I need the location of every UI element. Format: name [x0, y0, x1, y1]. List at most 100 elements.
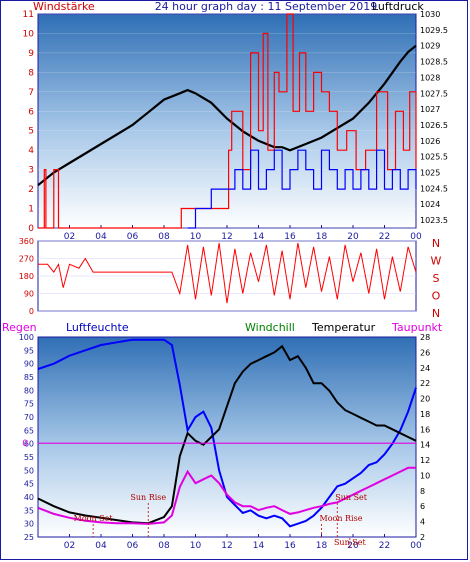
top-left-tick: 11 [23, 10, 34, 20]
top-right-tick: 1026.5 [420, 121, 448, 130]
top-x-tick: 12 [221, 232, 232, 242]
mid-compass-label: N [432, 237, 440, 250]
top-right-tick: 1027.5 [420, 89, 448, 98]
top-plot-area [37, 13, 417, 229]
top-left-tick: 4 [28, 146, 34, 156]
bottom-left-tick: 25 [24, 533, 34, 542]
bottom-left-tick: 95 [24, 346, 34, 355]
bottom-left-tick: 40 [24, 493, 34, 502]
bottom-left-tick: 35 [24, 506, 34, 515]
bottom-right-tick: 26 [420, 348, 430, 357]
bottom-right-tick: 14 [420, 441, 430, 450]
top-left-tick: 0 [28, 224, 34, 234]
bottom-x-tick: 08 [158, 541, 170, 551]
top-series-wind-mean [187, 149, 417, 229]
mid-left-tick: 180 [19, 272, 34, 281]
bottom-right-tick: 6 [420, 502, 425, 511]
top-left-tick: 9 [28, 49, 34, 59]
regen-zero-label: 0 [22, 439, 28, 449]
top-right-tick: 1026 [420, 137, 440, 146]
top-right-tick: 1025.5 [420, 153, 448, 162]
bottom-left-tick: 80 [24, 386, 34, 395]
top-right-tick: 1027 [420, 105, 440, 114]
bottom-left-tick: 30 [24, 520, 34, 529]
mid-compass-label: S [433, 272, 440, 285]
mid-compass-label: W [431, 255, 442, 268]
bottom-left-tick: 75 [24, 400, 34, 409]
bottom-x-tick: 14 [253, 541, 265, 551]
bottom-right-tick: 18 [420, 410, 430, 419]
top-x-tick: 20 [347, 232, 359, 242]
top-right-tick: 1024.5 [420, 184, 448, 193]
windchill-label: Windchill [245, 321, 295, 334]
bottom-right-tick: 4 [420, 518, 425, 527]
mid-left-tick: 90 [24, 290, 34, 299]
taupunkt-label: Taupunkt [391, 321, 443, 334]
top-left-tick: 1 [28, 205, 34, 215]
bottom-right-tick: 10 [420, 471, 430, 480]
top-left-tick: 7 [28, 88, 34, 98]
bottom-left-tick: 70 [24, 413, 34, 422]
bottom-right-tick: 2 [420, 533, 425, 542]
event-annotation: Sun Rise [130, 493, 166, 502]
top-left-tick: 3 [28, 166, 34, 176]
top-right-tick: 1028 [420, 73, 440, 82]
bottom-x-tick: 22 [379, 541, 390, 551]
top-x-tick: 14 [253, 232, 265, 242]
bottom-left-tick: 55 [24, 453, 34, 462]
windstaerke-label: Windstärke [33, 0, 95, 13]
top-x-tick: 02 [64, 232, 75, 242]
top-right-tick: 1025 [420, 169, 440, 178]
top-right-tick: 1029 [420, 42, 440, 51]
bottom-x-tick: 18 [316, 541, 328, 551]
bottom-x-tick: 00 [410, 541, 422, 551]
top-left-tick: 6 [28, 107, 34, 117]
bottom-left-tick: 85 [24, 373, 34, 382]
temperatur-label: Temperatur [311, 321, 376, 334]
bottom-plot-area [37, 336, 417, 538]
top-series-wind-gust [38, 13, 417, 229]
top-x-tick: 22 [379, 232, 390, 242]
top-left-tick: 8 [28, 68, 34, 78]
bottom-x-tick: 04 [95, 541, 107, 551]
bottom-series-taupunkt [37, 466, 416, 525]
top-right-tick: 1023.5 [420, 216, 448, 225]
luftdruck-label: Luftdruck [372, 0, 424, 13]
bottom-left-tick: 50 [24, 466, 34, 475]
bottom-x-tick: 12 [221, 541, 232, 551]
top-left-tick: 10 [23, 29, 35, 39]
bottom-right-tick: 20 [420, 395, 430, 404]
chart-title: 24 hour graph day : 11 September 2019 [155, 0, 378, 13]
bottom-left-tick: 90 [24, 360, 34, 369]
bottom-x-tick: 06 [127, 541, 139, 551]
bottom-series-luftfeuchte [37, 338, 417, 528]
top-right-tick: 1028.5 [420, 58, 448, 67]
top-left-tick: 2 [28, 185, 34, 195]
event-annotation: Moon Rise [320, 514, 363, 523]
mid-compass-label: O [432, 290, 441, 303]
top-x-tick: 06 [127, 232, 139, 242]
event-annotation: Moon Set [74, 514, 114, 523]
top-x-tick: 18 [316, 232, 328, 242]
bottom-right-tick: 12 [420, 456, 430, 465]
mid-left-tick: 0 [29, 307, 34, 316]
event-annotation: Sun Set [335, 493, 368, 502]
top-x-tick: 10 [190, 232, 202, 242]
bottom-left-tick: 60 [24, 440, 34, 449]
bottom-left-tick: 45 [24, 480, 34, 489]
top-right-tick: 1024 [420, 200, 440, 209]
top-x-tick: 04 [95, 232, 107, 242]
bottom-right-tick: 16 [420, 425, 430, 434]
mid-series-windrichtung [38, 242, 417, 304]
mid-compass-label: N [432, 307, 440, 320]
top-x-tick: 08 [158, 232, 170, 242]
bottom-left-tick: 100 [19, 333, 34, 342]
mid-left-tick: 270 [19, 255, 34, 264]
top-right-tick: 1030 [420, 10, 440, 19]
top-right-tick: 1029.5 [420, 26, 448, 35]
bottom-right-tick: 22 [420, 379, 430, 388]
event-annotation: Sun Set [334, 538, 367, 547]
bottom-x-tick: 20 [347, 541, 359, 551]
